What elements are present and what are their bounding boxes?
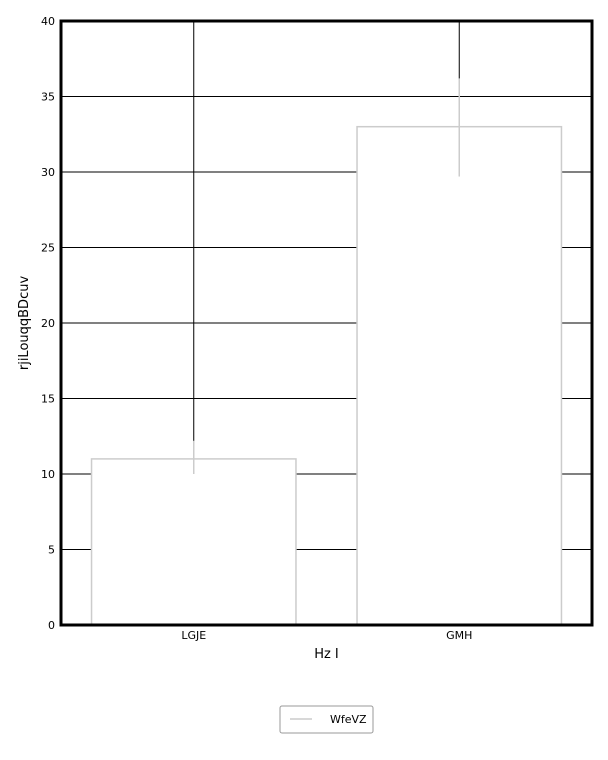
y-axis-ticks: 0 5 10 15 20 25 30 35 40	[41, 15, 55, 632]
x-tick-label-GMH: GMH	[446, 629, 472, 642]
x-axis-title: Hz I	[314, 647, 339, 662]
y-tick-label-10: 10	[41, 468, 55, 481]
y-tick-label-20: 20	[41, 317, 55, 330]
bars	[90, 125, 563, 626]
y-axis-title: rjiLouqqBDcuv	[17, 276, 32, 371]
x-axis-ticks: LGJE GMH	[181, 629, 472, 642]
y-tick-label-25: 25	[41, 242, 55, 255]
legend-box	[279, 705, 374, 734]
y-tick-label-5: 5	[48, 544, 55, 557]
y-tick-label-40: 40	[41, 15, 55, 28]
y-tick-label-35: 35	[41, 91, 55, 104]
y-tick-label-15: 15	[41, 393, 55, 406]
y-tick-label-0: 0	[48, 619, 55, 632]
legend: WfeVZ	[279, 705, 374, 734]
plot-frame	[59, 19, 594, 627]
error-bars	[193, 78, 460, 474]
y-tick-label-30: 30	[41, 166, 55, 179]
bar-LGJE	[90, 458, 297, 626]
legend-label: WfeVZ	[330, 713, 367, 726]
bar-GMH	[356, 125, 563, 626]
x-tick-label-LGJE: LGJE	[181, 629, 206, 642]
